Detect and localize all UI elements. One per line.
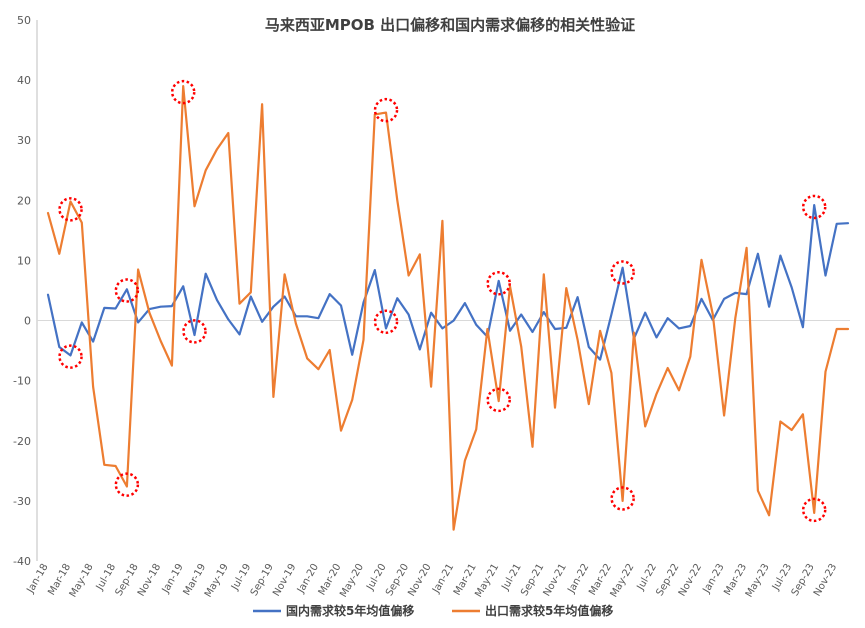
x-tick-label: Jul-19 bbox=[229, 562, 253, 593]
annotation-circle bbox=[170, 79, 196, 105]
annotation-circle bbox=[486, 387, 511, 413]
legend: 国内需求较5年均值偏移 出口需求较5年均值偏移 bbox=[253, 603, 613, 618]
annotation-circle bbox=[373, 309, 399, 335]
x-tick-label: Jul-20 bbox=[364, 562, 388, 593]
y-tick-label: 0 bbox=[24, 315, 31, 328]
annotation-circle bbox=[610, 486, 635, 511]
annotation-circle bbox=[801, 497, 827, 523]
x-tick-label: Jul-22 bbox=[635, 562, 659, 593]
y-tick-label: -20 bbox=[13, 435, 31, 448]
annotation-circle bbox=[486, 271, 511, 296]
legend-label: 国内需求较5年均值偏移 bbox=[286, 603, 414, 618]
y-tick-label: 40 bbox=[17, 74, 31, 87]
y-tick-labels: -40 -30 -20 -10 0 10 20 30 40 50 bbox=[13, 14, 31, 568]
legend-label: 出口需求较5年均值偏移 bbox=[485, 603, 613, 618]
annotation-circles bbox=[58, 79, 827, 523]
y-tick-label: 30 bbox=[17, 134, 31, 147]
annotation-circle bbox=[114, 472, 140, 497]
y-tick-label: -30 bbox=[13, 495, 31, 508]
annotation-circle bbox=[58, 197, 83, 222]
y-tick-label: 10 bbox=[17, 254, 31, 267]
y-tick-label: 20 bbox=[17, 194, 31, 207]
x-tick-label: Jul-21 bbox=[500, 562, 524, 593]
y-tick-label: 50 bbox=[17, 14, 31, 27]
annotation-circle bbox=[182, 319, 207, 344]
series-line-2 bbox=[46, 84, 850, 531]
annotation-circle bbox=[58, 344, 83, 369]
series-lines bbox=[46, 84, 850, 531]
x-tick-label: Jul-18 bbox=[94, 562, 118, 593]
annotation-circle bbox=[801, 194, 827, 220]
annotation-circle bbox=[610, 260, 635, 285]
annotation-circle bbox=[114, 278, 140, 303]
x-tick-labels: Jan-18Mar-18May-18Jul-18Sep-18Nov-18Jan-… bbox=[25, 562, 840, 599]
series-line-1 bbox=[46, 204, 850, 361]
annotation-circle bbox=[373, 97, 399, 123]
chart-title: 马来西亚MPOB 出口偏移和国内需求偏移的相关性验证 bbox=[265, 16, 635, 34]
y-tick-label: -10 bbox=[13, 375, 31, 388]
y-tick-label: -40 bbox=[13, 555, 31, 568]
x-tick-label: Jul-23 bbox=[770, 562, 794, 593]
